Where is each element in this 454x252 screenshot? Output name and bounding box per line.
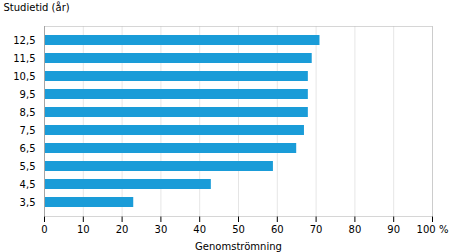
svg-text:7,5: 7,5	[20, 125, 36, 136]
svg-text:100 %: 100 %	[417, 224, 449, 235]
svg-text:6,5: 6,5	[20, 143, 36, 154]
svg-text:Studietid (år): Studietid (år)	[4, 1, 70, 13]
svg-text:9,5: 9,5	[20, 89, 36, 100]
svg-text:20: 20	[116, 224, 129, 235]
svg-text:80: 80	[349, 224, 362, 235]
svg-text:40: 40	[193, 224, 206, 235]
svg-text:11,5: 11,5	[13, 53, 35, 64]
svg-text:3,5: 3,5	[20, 197, 36, 208]
svg-text:30: 30	[155, 224, 168, 235]
svg-text:10,5: 10,5	[13, 71, 35, 82]
svg-text:0: 0	[41, 224, 47, 235]
svg-text:4,5: 4,5	[20, 179, 36, 190]
svg-text:60: 60	[271, 224, 284, 235]
svg-text:5,5: 5,5	[20, 161, 36, 172]
svg-text:12,5: 12,5	[13, 35, 35, 46]
svg-text:90: 90	[387, 224, 400, 235]
svg-text:Genomströmning: Genomströmning	[195, 241, 282, 252]
svg-text:8,5: 8,5	[20, 107, 36, 118]
svg-text:10: 10	[77, 224, 90, 235]
svg-text:50: 50	[232, 224, 245, 235]
svg-text:70: 70	[310, 224, 323, 235]
